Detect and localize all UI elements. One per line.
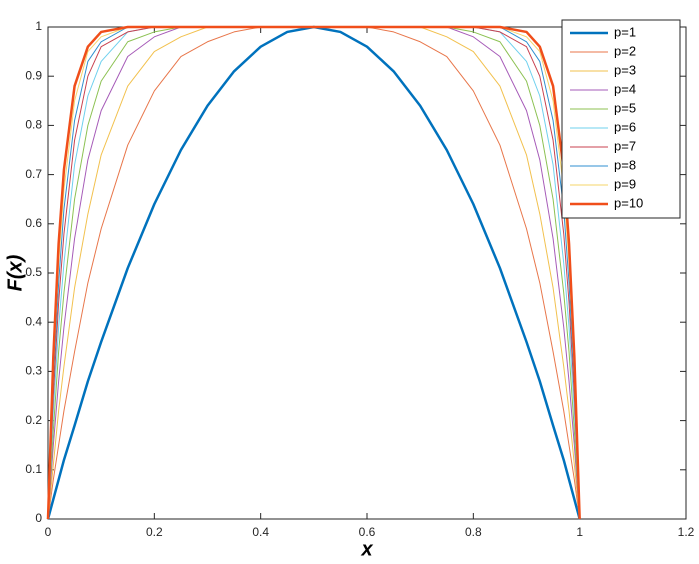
legend-label: p=7 [614,138,636,153]
legend-label: p=9 [614,176,636,191]
legend-label: p=4 [614,81,636,96]
legend-label: p=10 [614,195,643,210]
legend-label: p=8 [614,157,636,172]
legend-label: p=3 [614,62,636,77]
y-tick-label: 0.9 [25,68,42,82]
x-tick-label: 0.8 [465,525,482,539]
y-tick-label: 0.6 [25,216,42,230]
y-tick-label: 0.3 [25,364,42,378]
x-tick-label: 1.2 [678,525,695,539]
y-tick-label: 0.1 [25,462,42,476]
x-tick-label: 0.6 [359,525,376,539]
legend: p=1 p=2 p=3 p=4 p=5 p=6 p=7 p=8 p=9 p=10 [561,19,681,219]
legend-label: p=5 [614,100,636,115]
y-tick-label: 0 [35,511,42,525]
y-tick-label: 0.5 [25,265,42,279]
legend-label: p=2 [614,43,636,58]
series-line [46,25,581,520]
y-tick-label: 1 [35,19,42,33]
x-tick-label: 1 [576,525,583,539]
legend-label: p=6 [614,119,636,134]
x-tick-label: 0.4 [252,525,269,539]
y-tick-label: 0.2 [25,413,42,427]
legend-label: p=1 [614,24,636,39]
x-axis-label: x [360,538,373,560]
y-axis-label: F(x) [4,254,26,291]
x-tick-label: 0 [45,525,52,539]
y-tick-label: 0.7 [25,167,42,181]
y-tick-label: 0.4 [25,314,42,328]
x-tick-label: 0.2 [146,525,163,539]
y-tick-label: 0.8 [25,118,42,132]
